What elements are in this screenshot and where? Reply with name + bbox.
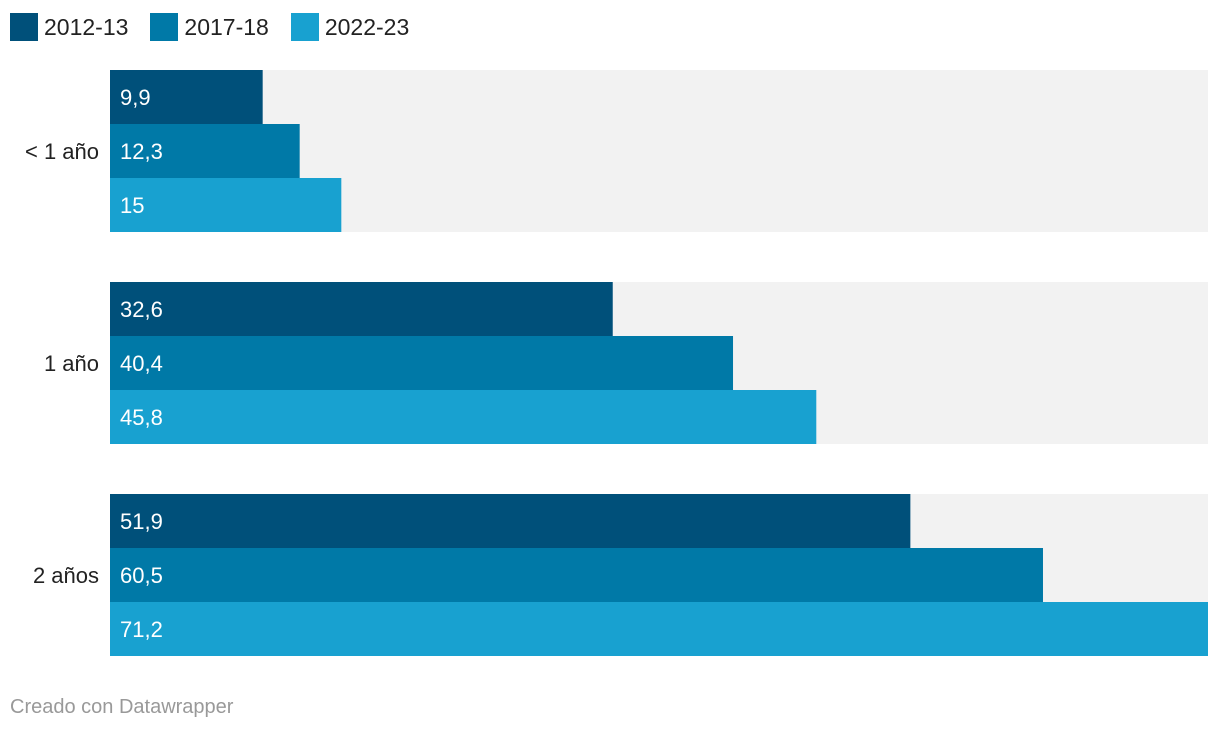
- bar: [110, 70, 263, 124]
- legend-swatch-2017-18: [150, 13, 179, 41]
- bar: [110, 282, 613, 336]
- data-label: 32,6: [120, 297, 163, 322]
- data-label: 9,9: [120, 85, 151, 110]
- data-label: 71,2: [120, 617, 163, 642]
- data-label: 51,9: [120, 509, 163, 534]
- legend-swatch-2012-13: [10, 13, 38, 41]
- chart-legend: 2012-13 2017-18 2022-23: [10, 12, 431, 42]
- data-label: 45,8: [120, 405, 163, 430]
- legend-item-2022-23: 2022-23: [290, 13, 410, 41]
- category-label: < 1 año: [25, 139, 99, 164]
- category-label: 1 año: [44, 351, 99, 376]
- legend-item-2017-18: 2017-18: [150, 13, 269, 41]
- bar: [110, 336, 734, 390]
- legend-label-2012-13: 2012-13: [44, 13, 129, 40]
- bar: [110, 124, 300, 178]
- legend-label-2017-18: 2017-18: [184, 13, 269, 40]
- bar: [110, 178, 342, 232]
- legend-label-2022-23: 2022-23: [324, 13, 410, 40]
- data-label: 12,3: [120, 139, 163, 164]
- data-label: 40,4: [120, 351, 163, 376]
- legend-item-2012-13: 2012-13: [10, 13, 128, 41]
- data-label: 60,5: [120, 563, 163, 588]
- legend-swatch-2022-23: [290, 13, 319, 41]
- category-label: 2 años: [33, 563, 99, 588]
- footer-credit: Creado con Datawrapper: [10, 696, 234, 718]
- bar: [110, 390, 817, 444]
- data-label: 15: [120, 193, 144, 218]
- bar: [110, 494, 911, 548]
- bar: [110, 602, 1208, 656]
- bar: [110, 548, 1043, 602]
